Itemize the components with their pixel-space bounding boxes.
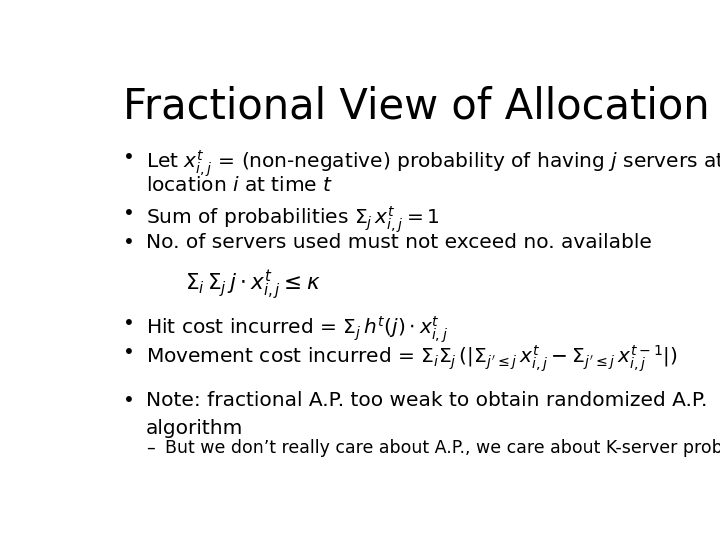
Text: •: •: [124, 391, 135, 410]
Text: Note: fractional A.P. too weak to obtain randomized A.P.: Note: fractional A.P. too weak to obtain…: [145, 391, 707, 410]
Text: •: •: [124, 148, 135, 167]
Text: •: •: [124, 233, 135, 252]
Text: Movement cost incurred = $\Sigma_i\Sigma_j\,(|\Sigma_{j'\leq j}\, x_{i,j}^{t} - : Movement cost incurred = $\Sigma_i\Sigma…: [145, 343, 678, 374]
Text: •: •: [124, 204, 135, 223]
Text: algorithm: algorithm: [145, 420, 243, 438]
Text: $\Sigma_i\,\Sigma_j\, j \cdot x_{i,j}^{t} \leq \kappa$: $\Sigma_i\,\Sigma_j\, j \cdot x_{i,j}^{t…: [185, 268, 320, 302]
Text: Let $x_{i,j}^{t}$ = (non-negative) probability of having $j$ servers at: Let $x_{i,j}^{t}$ = (non-negative) proba…: [145, 148, 720, 179]
Text: •: •: [124, 343, 135, 362]
Text: Fractional View of Allocation Problem: Fractional View of Allocation Problem: [124, 85, 720, 127]
Text: –: –: [145, 439, 155, 457]
Text: Hit cost incurred = $\Sigma_j\, h^t(j) \cdot x_{i,j}^{t}$: Hit cost incurred = $\Sigma_j\, h^t(j) \…: [145, 314, 448, 345]
Text: location $i$ at time $t$: location $i$ at time $t$: [145, 176, 333, 195]
Text: •: •: [124, 314, 135, 333]
Text: But we don’t really care about A.P., we care about K-server problem!: But we don’t really care about A.P., we …: [166, 439, 720, 457]
Text: Sum of probabilities $\Sigma_j\, x_{i,j}^{t} = 1$: Sum of probabilities $\Sigma_j\, x_{i,j}…: [145, 204, 440, 235]
Text: No. of servers used must not exceed no. available: No. of servers used must not exceed no. …: [145, 233, 652, 252]
